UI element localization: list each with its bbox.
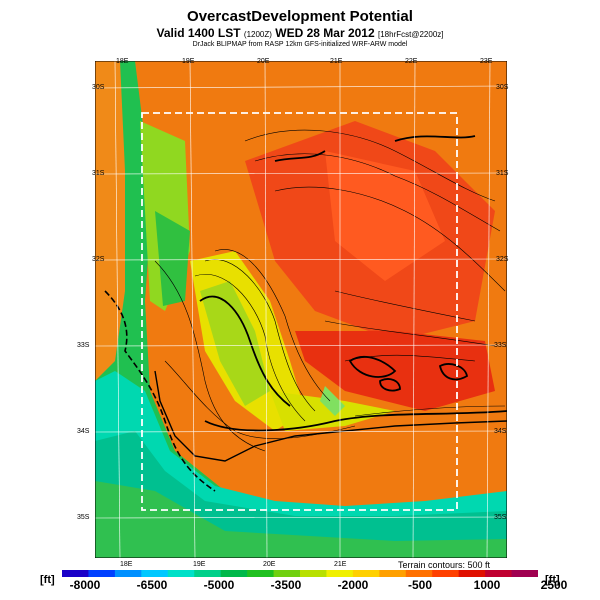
colorbar-segment: [62, 570, 89, 577]
colorbar-segment: [220, 570, 248, 577]
lon-label-top-18e: 18E: [116, 58, 129, 65]
terrain-contour-note: Terrain contours: 500 ft: [398, 560, 491, 570]
lat-lon-grid: [95, 61, 507, 558]
colorbar-unit-left: [ft]: [40, 574, 55, 586]
colorbar-segment: [194, 570, 222, 577]
lat-label-left-33s: 33S: [77, 342, 90, 349]
lat-label-right-33s: 33S: [494, 342, 507, 349]
colorbar: [62, 570, 538, 577]
model-credit: DrJack BLIPMAP from RASP 12km GFS-initia…: [192, 41, 408, 48]
colorbar-tick-label: -6500: [136, 578, 168, 592]
terrain-contours: [154, 129, 506, 452]
lon-label-top-20e: 20E: [257, 58, 270, 65]
colorbar-segment: [458, 570, 486, 577]
lon-label-top-21e: 21E: [330, 58, 343, 65]
colorbar-segment: [352, 570, 380, 577]
colorbar-tick-label: 2500: [540, 578, 568, 592]
lat-label-right-32s: 32S: [496, 256, 509, 263]
colorbar-tick-label: 1000: [473, 578, 501, 592]
lon-label-top-19e: 19E: [182, 58, 195, 65]
colorbar-segment: [167, 570, 195, 577]
lat-label-left-32s: 32S: [92, 256, 105, 263]
lon-label-bottom-21e: 21E: [334, 561, 347, 568]
colorbar-segment: [273, 570, 301, 577]
colorbar-unit-right: [ft]: [545, 574, 560, 586]
colorbar-segment: [326, 570, 354, 577]
lat-label-left-34s: 34S: [77, 428, 90, 435]
colorbar-tick-label: -8000: [69, 578, 101, 592]
colorbar-segment: [114, 570, 142, 577]
lon-label-bottom-20e: 20E: [263, 561, 276, 568]
lat-label-left-31s: 31S: [92, 170, 105, 177]
colorbar-segment: [485, 570, 513, 577]
lat-label-right-31s: 31S: [496, 170, 509, 177]
lon-label-bottom-19e: 19E: [193, 561, 206, 568]
lat-label-left-30s: 30S: [92, 84, 105, 91]
lon-label-top-22e: 22E: [405, 58, 418, 65]
lat-label-right-35s: 35S: [494, 514, 507, 521]
forecast-map: [95, 61, 507, 558]
colorbar-segment: [432, 570, 460, 577]
lat-label-right-34s: 34S: [494, 428, 507, 435]
colorbar-tick-label: -500: [407, 578, 433, 592]
colorbar-segment: [300, 570, 327, 577]
forecast-tag: [18hrFcst@2200z]: [378, 30, 444, 39]
lat-label-right-30s: 30S: [496, 84, 509, 91]
valid-date: WED 28 Mar 2012: [275, 26, 375, 40]
lon-label-top-23e: 23E: [480, 58, 493, 65]
coastline: [154, 370, 507, 462]
lat-label-left-35s: 35S: [77, 514, 90, 521]
lon-label-bottom-18e: 18E: [120, 561, 133, 568]
colorbar-segment: [247, 570, 275, 577]
valid-time-line: Valid 1400 LST (1200Z) WED 28 Mar 2012 […: [0, 26, 600, 40]
colorbar-segment: [511, 570, 538, 577]
valid-utc: (1200Z): [243, 30, 272, 39]
colorbar-segment: [405, 570, 433, 577]
inner-domain-box: [141, 112, 458, 511]
map-title: OvercastDevelopment Potential: [187, 8, 413, 25]
colorbar-segment: [379, 570, 407, 577]
colorbar-tick-label: -3500: [270, 578, 302, 592]
valid-label: Valid 1400 LST: [156, 26, 241, 40]
colorbar-tick-label: -5000: [203, 578, 235, 592]
colorbar-segment: [141, 570, 169, 577]
colorbar-segment: [88, 570, 116, 577]
colorbar-tick-label: -2000: [337, 578, 369, 592]
